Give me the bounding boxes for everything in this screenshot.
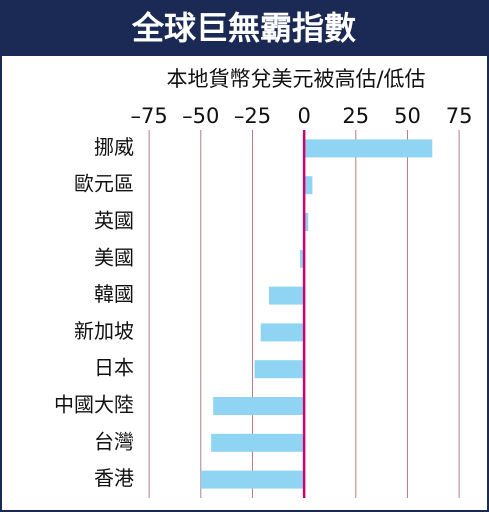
category-label: 香港 (94, 466, 134, 490)
category-label: 韓國 (94, 282, 134, 306)
bar (213, 397, 304, 415)
category-label: 歐元區 (74, 172, 134, 196)
bar (269, 287, 304, 305)
bar (255, 360, 305, 378)
category-label: 台灣 (94, 429, 134, 453)
bar (261, 323, 304, 341)
bar (211, 434, 304, 452)
x-tick-label: –75 (131, 104, 168, 128)
bar (304, 139, 432, 157)
chart: 全球巨無霸指數 本地貨幣兌美元被高估/低估 –75 –50 –25 0 25 50 75 挪威… (0, 0, 489, 512)
category-label: 英國 (94, 209, 134, 233)
x-tick-label: 25 (342, 104, 369, 128)
category-label: 新加坡 (74, 319, 134, 343)
category-label: 美國 (94, 245, 134, 269)
category-label: 中國大陸 (54, 393, 134, 417)
category-label: 挪威 (94, 135, 134, 159)
x-tick-label: –25 (234, 104, 271, 128)
x-tick-label: –50 (182, 104, 219, 128)
chart-title: 全球巨無霸指數 (131, 9, 356, 47)
category-label: 日本 (94, 356, 134, 380)
x-tick-label: 75 (446, 104, 473, 128)
x-tick-label: 50 (394, 104, 421, 128)
x-tick-label: 0 (297, 104, 310, 128)
chart-subtitle: 本地貨幣兌美元被高估/低估 (166, 67, 425, 91)
bar (201, 471, 304, 489)
